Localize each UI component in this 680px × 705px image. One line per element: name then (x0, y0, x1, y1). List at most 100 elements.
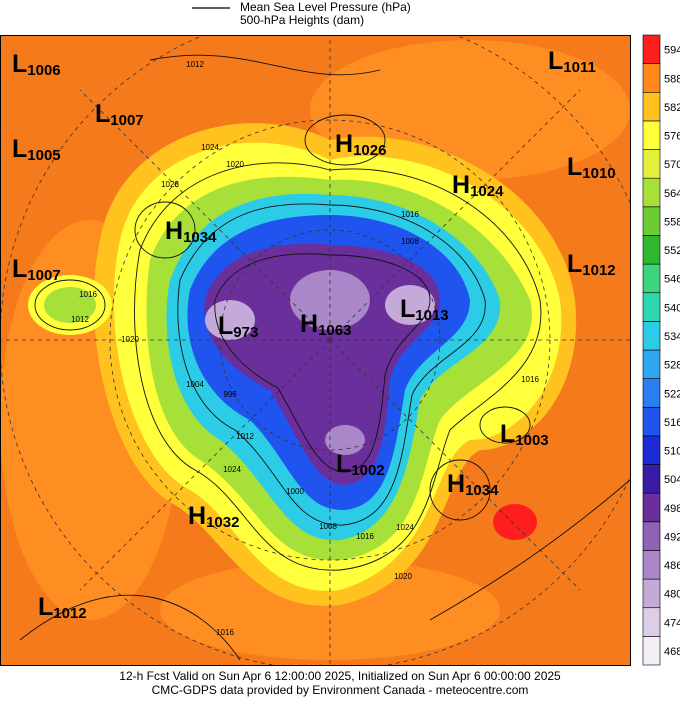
colorbar-cell (642, 321, 661, 351)
colorbar-label: 534 (664, 331, 680, 343)
colorbar-label: 558 (664, 216, 680, 228)
pressure-center: H1026 (335, 130, 386, 159)
pressure-center: H1032 (188, 502, 239, 531)
center-pressure: 1034 (465, 482, 499, 499)
center-kind: L (12, 135, 27, 163)
center-pressure: 1026 (353, 142, 386, 159)
colorbar-cell (642, 206, 661, 236)
contour-label: 1004 (186, 380, 204, 389)
contour-label: 1020 (121, 335, 139, 344)
pressure-centers: L1006L1007L1005L1007H1034H1026H1024L1011… (12, 47, 616, 622)
center-pressure: 1002 (351, 462, 384, 479)
center-kind: L (336, 450, 351, 478)
contour-label: 1024 (201, 143, 219, 152)
colorbar-label: 504 (664, 474, 680, 486)
contour-label: 1012 (71, 315, 89, 324)
legend-text: Mean Sea Level Pressure (hPa) (240, 0, 411, 14)
pressure-center: L1002 (336, 450, 385, 479)
colorbar-label: 522 (664, 388, 680, 400)
colorbar-cell (642, 550, 661, 580)
pressure-center: H1063 (300, 310, 351, 339)
colorbar-label: 468 (664, 646, 680, 658)
center-kind: L (548, 47, 563, 75)
pressure-center: L1007 (12, 255, 61, 284)
colorbar-label: 498 (664, 503, 680, 515)
center-kind: H (188, 502, 206, 530)
pressure-center: L1007 (95, 100, 144, 129)
colorbar-label: 564 (664, 188, 680, 200)
pressure-center: L973 (218, 312, 258, 341)
contour-label: 1000 (286, 487, 304, 496)
contour-labels: 1012 1024 1028 1020 1016 1008 1016 1012 1020 1004… (71, 60, 539, 637)
footer-text: CMC-GDPS data provided by Environment Ca… (152, 683, 529, 697)
colorbar-label: 594 (664, 45, 680, 57)
colorbar-cell (642, 607, 661, 637)
center-kind: H (300, 310, 318, 338)
center-pressure: 1003 (515, 432, 548, 449)
colorbar-cell (642, 578, 661, 609)
pressure-center: L1013 (400, 295, 449, 324)
contour-label: 1012 (236, 432, 254, 441)
pressure-center: L1012 (567, 250, 616, 279)
center-pressure: 1013 (415, 307, 448, 324)
colorbar-cell (642, 91, 661, 122)
legend: Mean Sea Level Pressure (hPa)500-hPa Hei… (240, 0, 411, 27)
colorbar-label: 474 (664, 617, 680, 629)
contour-label: 1016 (356, 532, 374, 541)
colorbar-label: 582 (664, 102, 680, 114)
contour-label: 1024 (396, 523, 414, 532)
center-kind: L (38, 593, 53, 621)
contour-label: 1020 (226, 160, 244, 169)
map-frame (0, 35, 631, 666)
center-pressure: 1012 (53, 605, 86, 622)
colorbar-cell (642, 149, 661, 179)
colorbar-cell (642, 406, 661, 437)
contour-label: 1024 (223, 465, 241, 474)
center-kind: H (335, 130, 353, 158)
center-kind: L (400, 295, 415, 323)
contour-label: 1008 (319, 522, 337, 531)
contour-label: 1016 (79, 290, 97, 299)
pressure-center: L1011 (548, 47, 596, 76)
center-kind: L (567, 153, 582, 181)
colorbar-label: 528 (664, 360, 680, 372)
contour-label: 1016 (401, 210, 419, 219)
pressure-center: L1003 (500, 420, 549, 449)
center-kind: L (12, 50, 27, 78)
colorbar-cell (642, 636, 661, 666)
pressure-center: H1024 (452, 171, 504, 200)
pressure-center: L1012 (38, 593, 87, 622)
center-pressure: 1005 (27, 147, 60, 164)
center-pressure: 973 (233, 324, 258, 341)
contour-label: 1008 (401, 237, 419, 246)
colorbar-label: 540 (664, 302, 680, 314)
colorbar-label: 588 (664, 73, 680, 85)
colorbar-cell (642, 349, 661, 379)
colorbar-cell (642, 63, 661, 93)
center-kind: L (500, 420, 515, 448)
colorbar-cell (642, 120, 661, 150)
footer: 12-h Fcst Valid on Sun Apr 6 12:00:00 20… (119, 669, 561, 697)
center-kind: L (218, 312, 233, 340)
pressure-center: L1006 (12, 50, 61, 79)
colorbar-label: 516 (664, 417, 680, 429)
center-pressure: 1007 (110, 112, 143, 129)
pressure-center: L1005 (12, 135, 61, 164)
contour-label: 996 (223, 390, 237, 399)
center-kind: L (567, 250, 582, 278)
center-pressure: 1006 (27, 62, 60, 79)
center-pressure: 1024 (470, 183, 504, 200)
center-pressure: 1011 (563, 59, 596, 76)
center-kind: L (95, 100, 110, 128)
colorbar: 468 474 480 486 492 498 504 510 516 522 528 534 540 5… (642, 34, 680, 666)
center-pressure: 1063 (318, 322, 351, 339)
pressure-center: H1034 (447, 470, 499, 499)
colorbar-cell (642, 177, 661, 208)
colorbar-cell (642, 378, 661, 408)
colorbar-label: 576 (664, 131, 680, 143)
center-kind: H (165, 217, 183, 245)
pressure-center: H1034 (165, 217, 217, 246)
pressure-center: L1010 (567, 153, 616, 182)
